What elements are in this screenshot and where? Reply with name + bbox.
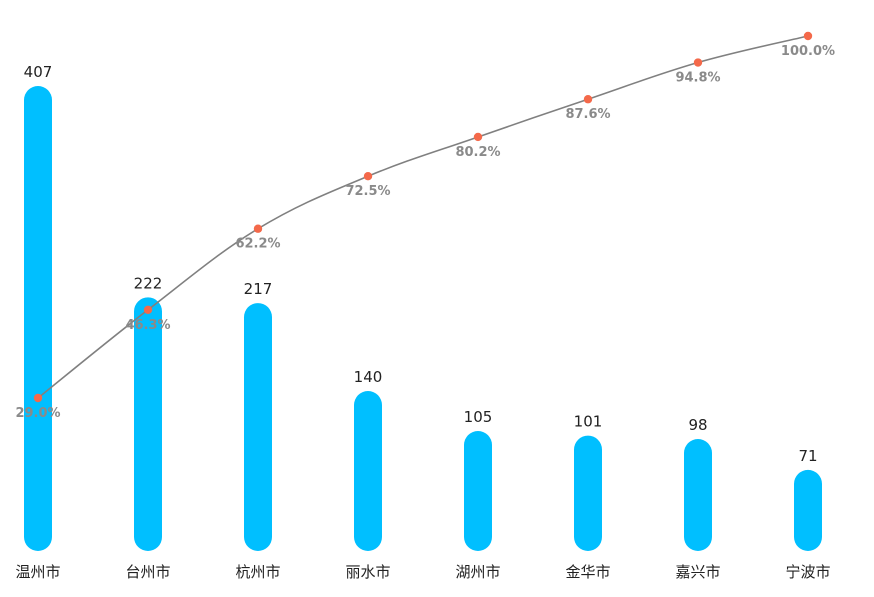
bar-嘉兴市 bbox=[684, 439, 712, 551]
cumulative-pct-label: 62.2% bbox=[235, 237, 280, 252]
cumulative-line bbox=[37, 35, 809, 399]
cumulative-pct-label: 100.0% bbox=[781, 44, 835, 59]
cumulative-pct-label: 94.8% bbox=[675, 71, 720, 86]
line-point-湖州市 bbox=[473, 132, 483, 142]
bar-value-label: 105 bbox=[464, 408, 493, 426]
category-label: 金华市 bbox=[565, 563, 610, 581]
bar-value-label: 71 bbox=[798, 447, 817, 465]
cumulative-pct-label: 80.2% bbox=[455, 145, 500, 160]
category-label: 温州市 bbox=[15, 563, 60, 581]
bar-温州市 bbox=[24, 86, 52, 551]
bar-湖州市 bbox=[464, 431, 492, 551]
category-label: 嘉兴市 bbox=[675, 563, 720, 581]
category-label: 宁波市 bbox=[785, 563, 830, 581]
cumulative-pct-label: 29.0% bbox=[15, 406, 60, 421]
bar-value-label: 98 bbox=[688, 416, 707, 434]
cumulative-pct-label: 87.6% bbox=[565, 107, 610, 122]
bars-layer bbox=[24, 86, 822, 551]
bar-value-label: 140 bbox=[354, 368, 383, 386]
bar-杭州市 bbox=[244, 303, 272, 551]
cumulative-pct-label: 72.5% bbox=[345, 184, 390, 199]
bar-台州市 bbox=[134, 297, 162, 551]
bar-value-label: 101 bbox=[574, 413, 603, 431]
bar-宁波市 bbox=[794, 469, 822, 551]
bar-丽水市 bbox=[354, 391, 382, 551]
category-label: 湖州市 bbox=[455, 563, 500, 581]
labels-layer: 407 温州市 222 台州市 217 杭州市 140 丽水市 105 湖州市 101 金华市 98 嘉兴… bbox=[15, 44, 835, 581]
bar-value-label: 222 bbox=[134, 274, 163, 292]
line-point-金华市 bbox=[583, 95, 593, 104]
category-label: 杭州市 bbox=[235, 563, 280, 581]
bar-value-label: 217 bbox=[244, 280, 273, 298]
line-point-宁波市 bbox=[803, 31, 813, 41]
line-point-温州市 bbox=[33, 393, 43, 403]
line-point-嘉兴市 bbox=[693, 58, 703, 67]
bar-金华市 bbox=[574, 435, 602, 551]
line-point-丽水市 bbox=[363, 172, 373, 181]
category-label: 台州市 bbox=[125, 563, 170, 581]
category-label: 丽水市 bbox=[345, 563, 390, 581]
bar-value-label: 407 bbox=[24, 63, 53, 81]
line-point-杭州市 bbox=[253, 224, 263, 233]
line-point-台州市 bbox=[143, 305, 153, 314]
cumulative-pct-label: 46.3% bbox=[125, 318, 170, 333]
cumulative-line-layer bbox=[33, 31, 813, 403]
